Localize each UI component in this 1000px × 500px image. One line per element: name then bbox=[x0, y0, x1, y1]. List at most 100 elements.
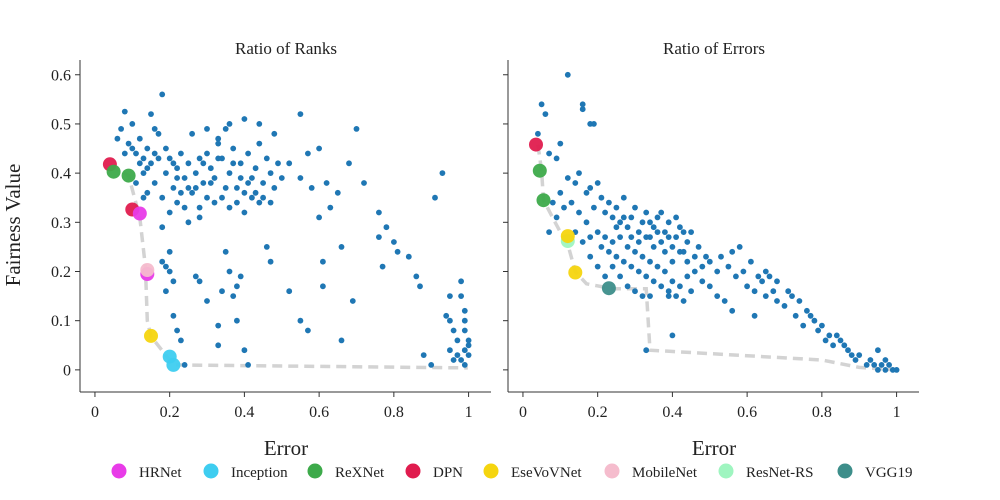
scatter-point bbox=[144, 189, 151, 196]
scatter-point bbox=[602, 273, 608, 280]
scatter-point bbox=[587, 234, 594, 241]
scatter-point bbox=[263, 155, 270, 162]
scatter-point bbox=[875, 347, 881, 354]
scatter-point bbox=[151, 180, 158, 186]
scatter-point bbox=[837, 337, 844, 344]
scatter-point bbox=[594, 263, 601, 270]
scatter-point bbox=[252, 189, 259, 196]
scatter-point bbox=[628, 234, 635, 241]
scatter-point bbox=[826, 332, 833, 339]
scatter-point bbox=[673, 234, 679, 241]
scatter-point bbox=[230, 293, 237, 299]
scatter-point bbox=[733, 273, 739, 280]
legend-label: HRNet bbox=[139, 465, 182, 481]
scatter-point bbox=[405, 253, 412, 260]
scatter-point bbox=[461, 362, 468, 368]
scatter-point bbox=[609, 214, 616, 221]
scatter-point bbox=[338, 244, 345, 250]
scatter-point bbox=[305, 150, 311, 157]
scatter-point bbox=[587, 185, 594, 191]
legend-marker bbox=[604, 463, 620, 479]
scatter-point bbox=[376, 209, 382, 216]
scatter-point bbox=[144, 145, 151, 152]
scatter-point bbox=[432, 194, 438, 201]
scatter-point bbox=[256, 121, 263, 127]
scatter-point bbox=[420, 352, 427, 358]
scatter-point bbox=[241, 116, 248, 122]
scatter-point bbox=[721, 298, 728, 304]
scatter-point bbox=[320, 283, 326, 290]
scatter-point bbox=[688, 229, 694, 236]
scatter-point bbox=[159, 224, 166, 231]
scatter-point bbox=[617, 219, 623, 226]
scatter-point bbox=[465, 352, 472, 358]
scatter-point bbox=[189, 130, 196, 137]
scatter-point bbox=[632, 288, 638, 295]
scatter-point bbox=[286, 288, 293, 295]
scatter-point bbox=[450, 327, 457, 334]
scatter-point bbox=[725, 263, 732, 270]
scatter-point bbox=[650, 278, 657, 285]
scatter-point bbox=[673, 214, 679, 221]
scatter-point bbox=[465, 337, 472, 344]
scatter-point bbox=[181, 204, 188, 211]
scatter-point bbox=[267, 170, 274, 177]
scatter-point bbox=[740, 268, 747, 275]
scatter-point bbox=[875, 367, 881, 373]
legend-item-rexnet: ReXNet bbox=[307, 463, 385, 481]
scatter-point bbox=[447, 347, 453, 354]
scatter-point bbox=[576, 209, 582, 216]
scatter-point bbox=[245, 180, 252, 186]
scatter-point bbox=[695, 244, 702, 250]
scatter-point bbox=[129, 145, 136, 152]
scatter-point bbox=[535, 130, 541, 137]
panel-title: Ratio of Ranks bbox=[235, 39, 337, 58]
scatter-point bbox=[557, 140, 564, 147]
scatter-point bbox=[729, 307, 736, 314]
scatter-point bbox=[606, 248, 612, 255]
legend-marker bbox=[718, 463, 734, 479]
scatter-point bbox=[594, 229, 601, 236]
x-axis-title: Error bbox=[264, 436, 308, 460]
scatter-point bbox=[215, 140, 222, 147]
scatter-point bbox=[647, 219, 653, 226]
scatter-point bbox=[151, 150, 158, 157]
scatter-point bbox=[439, 170, 446, 177]
x-tick-label: 0.6 bbox=[737, 404, 757, 421]
scatter-point bbox=[669, 278, 676, 285]
highlight-point-inception bbox=[166, 357, 181, 372]
legend-label: Inception bbox=[231, 465, 288, 481]
scatter-point bbox=[822, 337, 829, 344]
legend-marker bbox=[203, 463, 219, 479]
axes: 0 0.2 0.4 0.6 0.8 1 bbox=[503, 60, 919, 421]
scatter-point bbox=[796, 298, 803, 304]
scatter-point bbox=[759, 278, 765, 285]
scatter-point bbox=[234, 185, 240, 191]
scatter-point bbox=[305, 327, 311, 334]
scatter-point bbox=[185, 219, 192, 226]
scatter-point bbox=[714, 268, 721, 275]
scatter-point bbox=[200, 180, 207, 186]
highlight-points-layer bbox=[529, 137, 616, 296]
x-tick-label: 0.6 bbox=[309, 404, 329, 421]
scatter-point bbox=[807, 312, 814, 319]
scatter-point bbox=[706, 258, 713, 265]
scatter-point bbox=[579, 106, 586, 113]
scatter-point bbox=[140, 194, 147, 201]
highlight-point-dpn bbox=[529, 137, 543, 152]
scatter-point bbox=[800, 322, 807, 329]
scatter-point bbox=[215, 342, 222, 349]
scatter-point bbox=[245, 362, 252, 368]
scatter-point bbox=[572, 180, 579, 186]
scatter-point bbox=[669, 258, 676, 265]
scatter-point bbox=[804, 307, 810, 314]
scatter-point bbox=[461, 317, 468, 324]
scatter-point bbox=[163, 145, 169, 152]
axes: 0 0.2 0.4 0.6 0.8 1 0 0.1 0.2 0.3 0.4 0.5 0.6 bbox=[51, 60, 491, 421]
scatter-point bbox=[863, 362, 870, 368]
scatter-point bbox=[673, 293, 679, 299]
scatter-point bbox=[185, 160, 192, 167]
scatter-point bbox=[174, 175, 181, 181]
scatter-point bbox=[204, 194, 210, 201]
